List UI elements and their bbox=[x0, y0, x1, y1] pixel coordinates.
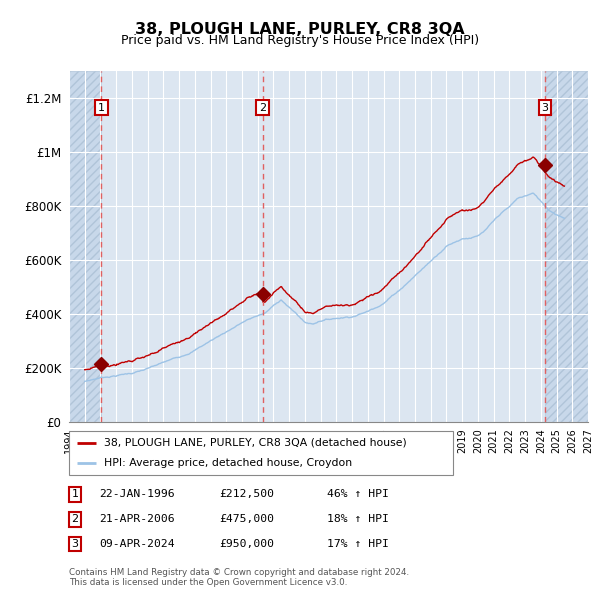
Text: 21-APR-2006: 21-APR-2006 bbox=[99, 514, 175, 524]
Text: 38, PLOUGH LANE, PURLEY, CR8 3QA (detached house): 38, PLOUGH LANE, PURLEY, CR8 3QA (detach… bbox=[104, 438, 406, 448]
Text: 1: 1 bbox=[98, 103, 105, 113]
Text: 09-APR-2024: 09-APR-2024 bbox=[99, 539, 175, 549]
Text: 2: 2 bbox=[259, 103, 266, 113]
Text: HPI: Average price, detached house, Croydon: HPI: Average price, detached house, Croy… bbox=[104, 458, 352, 468]
Text: Contains HM Land Registry data © Crown copyright and database right 2024.
This d: Contains HM Land Registry data © Crown c… bbox=[69, 568, 409, 587]
Text: 3: 3 bbox=[71, 539, 79, 549]
Text: £212,500: £212,500 bbox=[219, 490, 274, 499]
FancyBboxPatch shape bbox=[69, 431, 453, 475]
Text: 46% ↑ HPI: 46% ↑ HPI bbox=[327, 490, 389, 499]
Bar bbox=[69, 71, 101, 422]
Bar bbox=[545, 71, 588, 422]
Text: 22-JAN-1996: 22-JAN-1996 bbox=[99, 490, 175, 499]
Text: 18% ↑ HPI: 18% ↑ HPI bbox=[327, 514, 389, 524]
Text: 38, PLOUGH LANE, PURLEY, CR8 3QA: 38, PLOUGH LANE, PURLEY, CR8 3QA bbox=[135, 22, 465, 37]
Text: 2: 2 bbox=[71, 514, 79, 524]
Text: Price paid vs. HM Land Registry's House Price Index (HPI): Price paid vs. HM Land Registry's House … bbox=[121, 34, 479, 47]
Text: 3: 3 bbox=[542, 103, 548, 113]
Text: 1: 1 bbox=[71, 490, 79, 499]
Text: £475,000: £475,000 bbox=[219, 514, 274, 524]
Text: 17% ↑ HPI: 17% ↑ HPI bbox=[327, 539, 389, 549]
Text: £950,000: £950,000 bbox=[219, 539, 274, 549]
